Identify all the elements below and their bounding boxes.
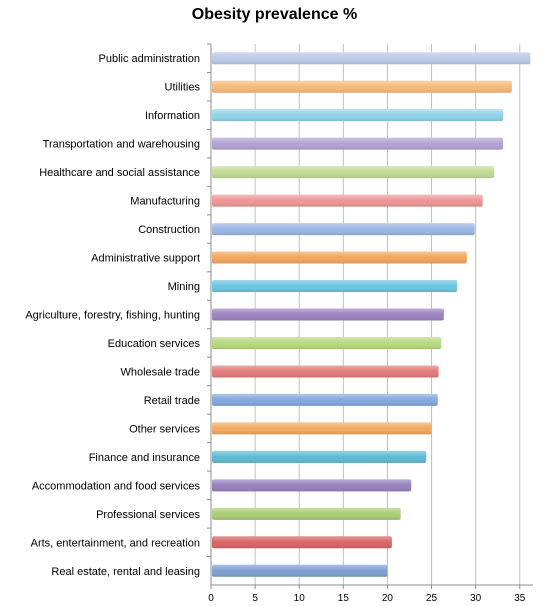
x-tick-label: 30 bbox=[470, 593, 482, 604]
category-label: Other services bbox=[129, 423, 200, 435]
bar-shade bbox=[212, 507, 401, 520]
bar-shade bbox=[212, 280, 458, 293]
x-tick-labels: 0 5 10 15 20 25 30 35 bbox=[208, 593, 526, 604]
bar-shade bbox=[212, 137, 504, 150]
bar-shade bbox=[212, 166, 495, 179]
category-label: Administrative support bbox=[91, 253, 200, 265]
bar-shade bbox=[212, 52, 531, 65]
bar-shade bbox=[212, 422, 432, 435]
bar-shade bbox=[212, 336, 442, 349]
x-tick-label: 0 bbox=[208, 593, 214, 604]
category-label: Public administration bbox=[99, 53, 201, 65]
bar-shade bbox=[212, 536, 392, 549]
bar-shade bbox=[212, 365, 439, 378]
x-tick-label: 25 bbox=[426, 593, 438, 604]
bar-shade bbox=[212, 393, 438, 406]
category-label: Healthcare and social assistance bbox=[39, 167, 200, 179]
category-label: Mining bbox=[168, 281, 200, 293]
category-label: Information bbox=[145, 110, 200, 122]
category-label: Arts, entertainment, and recreation bbox=[31, 537, 200, 549]
bar-shade bbox=[212, 251, 467, 264]
bar-shade bbox=[212, 564, 388, 577]
x-tick-label: 15 bbox=[338, 593, 350, 604]
category-label: Retail trade bbox=[144, 395, 200, 407]
bar-shade bbox=[212, 223, 475, 236]
bar-shade bbox=[212, 450, 427, 463]
x-tick-label: 35 bbox=[514, 593, 526, 604]
category-label: Real estate, rental and leasing bbox=[51, 566, 200, 578]
x-tick-label: 5 bbox=[252, 593, 258, 604]
category-label: Professional services bbox=[96, 509, 200, 521]
category-label: Construction bbox=[138, 224, 200, 236]
category-label: Education services bbox=[108, 338, 201, 350]
category-label: Finance and insurance bbox=[89, 452, 200, 464]
category-labels: Public administration Utilities Informatio… bbox=[25, 53, 200, 578]
category-label: Agriculture, forestry, fishing, hunting bbox=[25, 310, 200, 322]
bars bbox=[212, 52, 531, 577]
x-tick-label: 10 bbox=[294, 593, 306, 604]
category-label: Manufacturing bbox=[130, 196, 200, 208]
bar-shade bbox=[212, 308, 444, 321]
bar-shade bbox=[212, 194, 483, 207]
axes bbox=[207, 43, 533, 589]
category-label: Transportation and warehousing bbox=[43, 139, 200, 151]
category-label: Utilities bbox=[165, 82, 201, 94]
category-label: Wholesale trade bbox=[121, 366, 201, 378]
chart-title: Obesity prevalence % bbox=[191, 6, 358, 23]
bar-shade bbox=[212, 80, 512, 93]
category-label: Accommodation and food services bbox=[32, 480, 201, 492]
bar-shade bbox=[212, 479, 412, 492]
x-tick-label: 20 bbox=[382, 593, 394, 604]
bar-shade bbox=[212, 109, 504, 122]
